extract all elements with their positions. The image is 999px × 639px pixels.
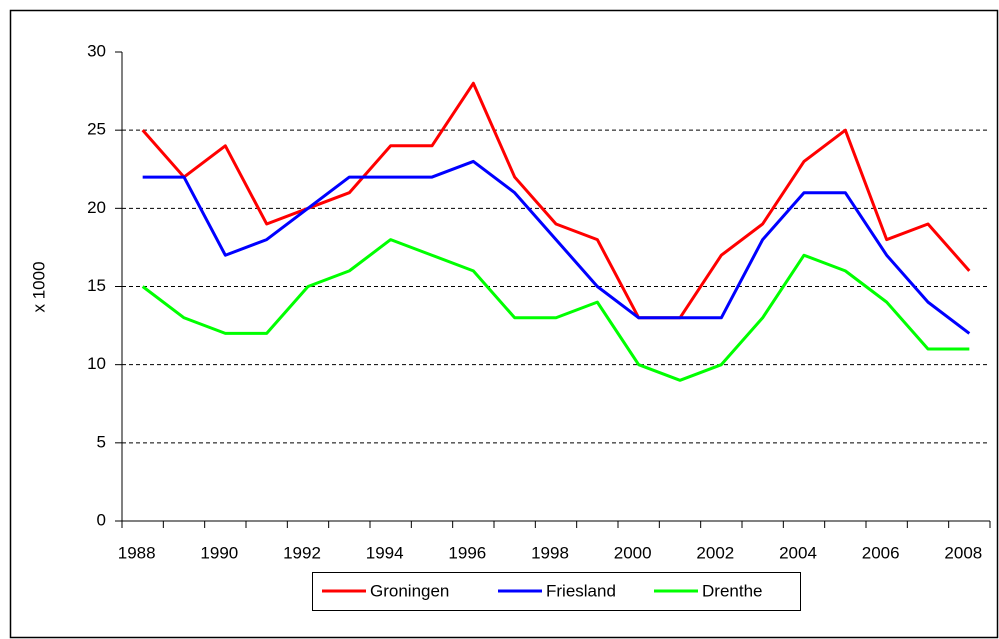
x-tick-label: 2008 xyxy=(944,543,982,562)
series-line xyxy=(141,238,970,382)
y-tick-label: 10 xyxy=(87,354,106,373)
y-tick-label: 25 xyxy=(87,120,106,139)
x-tick-label: 2000 xyxy=(614,543,652,562)
legend-label: Drenthe xyxy=(702,581,762,600)
y-tick-label: 5 xyxy=(97,432,106,451)
legend-label: Friesland xyxy=(546,581,616,600)
legend-box xyxy=(312,572,801,611)
x-tick-label: 1998 xyxy=(531,543,569,562)
x-tick-label: 1996 xyxy=(448,543,486,562)
x-tick-label: 2004 xyxy=(779,543,817,562)
legend-label: Groningen xyxy=(370,581,449,600)
x-tick-label: 1992 xyxy=(283,543,321,562)
y-tick-label: 0 xyxy=(97,510,106,529)
series-line xyxy=(142,159,971,335)
y-tick-label: 20 xyxy=(87,198,106,217)
series-line xyxy=(141,81,971,320)
chart-border xyxy=(9,9,999,639)
x-tick-label: 2006 xyxy=(862,543,900,562)
x-tick-label: 1994 xyxy=(366,543,404,562)
x-tick-label: 2002 xyxy=(696,543,734,562)
y-tick-label: 30 xyxy=(87,41,106,60)
x-tick-label: 1990 xyxy=(200,543,238,562)
x-tick-label: 1988 xyxy=(118,543,156,562)
y-axis-label: x 1000 xyxy=(29,261,48,312)
y-tick-label: 15 xyxy=(87,276,106,295)
